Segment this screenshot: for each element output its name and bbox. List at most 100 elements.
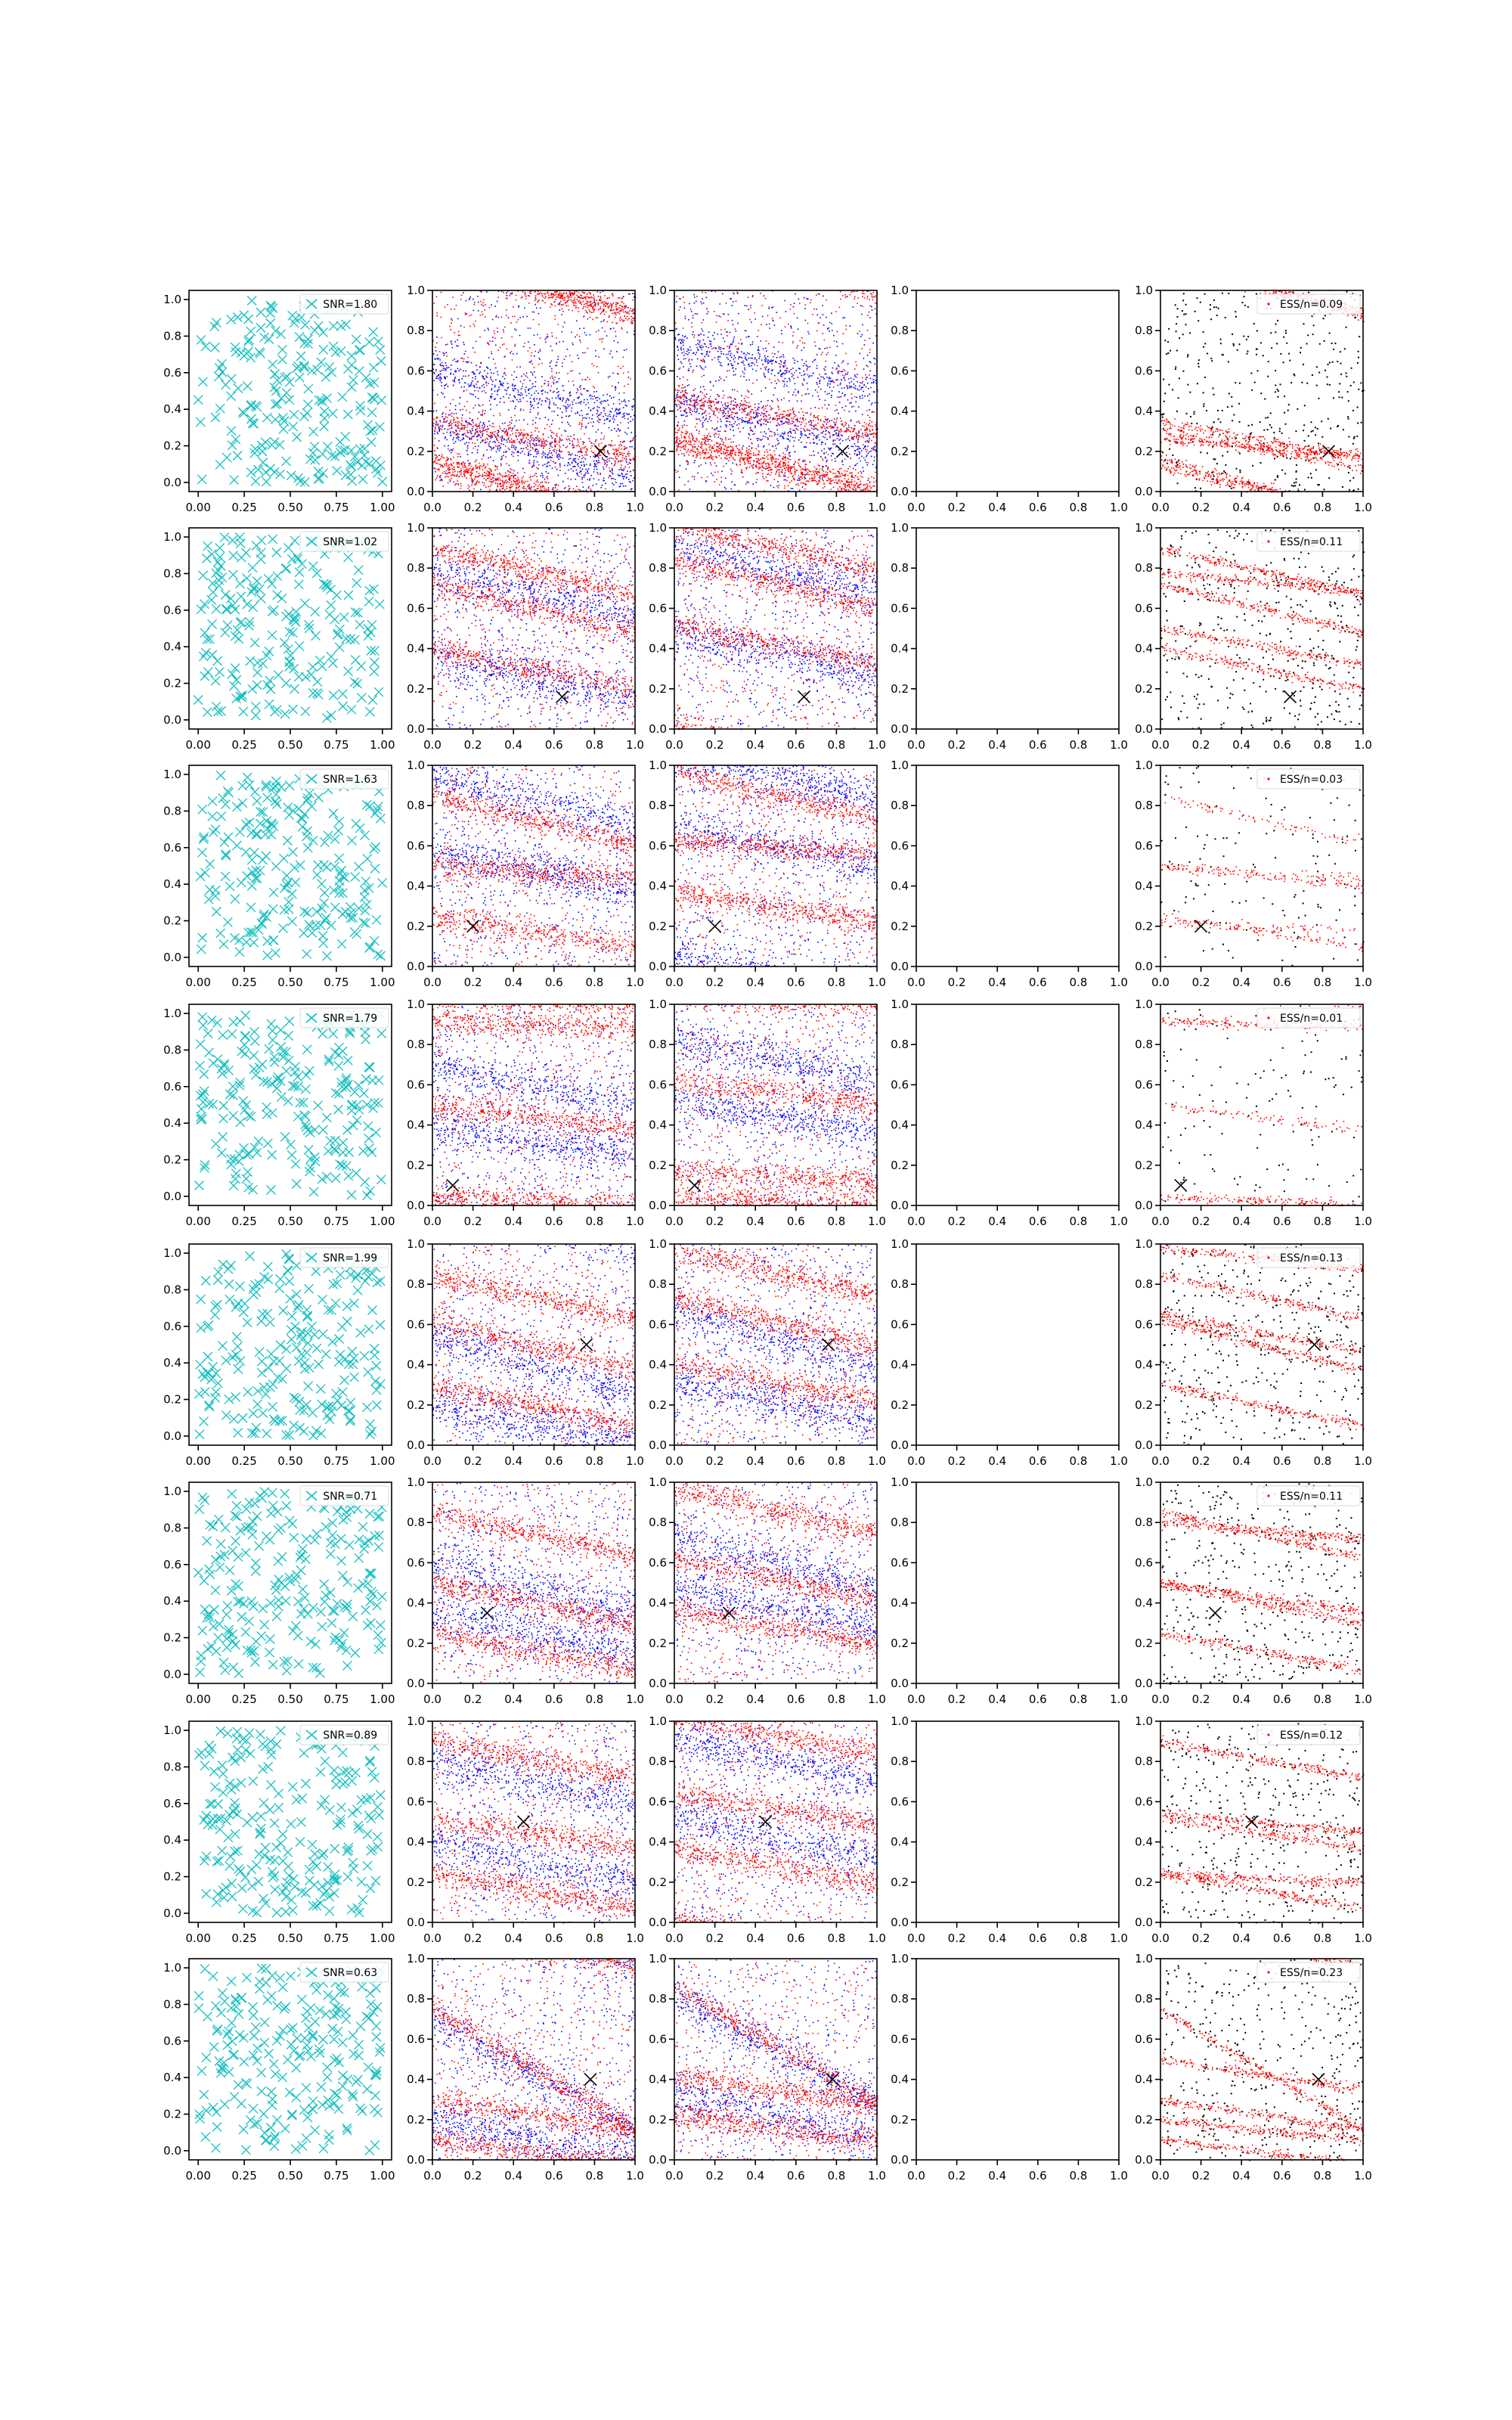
x-tick-label: 0.2 xyxy=(706,1692,724,1706)
x-tick-label: 0.8 xyxy=(1069,1692,1087,1706)
y-tick-label: 0.0 xyxy=(649,485,667,498)
panel-r3-c3-ticks: 0.0 0.2 0.4 0.6 0.8 1.0 0.0 0.2 0.4 0.6 0.8 1.0 xyxy=(649,759,886,989)
x-tick-label: 0.2 xyxy=(706,738,724,752)
panel-r7-c3-ticks: 0.0 0.2 0.4 0.6 0.8 1.0 0.0 0.2 0.4 0.6 0.8 1.0 xyxy=(649,1714,886,1945)
panel-r4-c3: 0.0 0.2 0.4 0.6 0.8 1.0 0.0 0.2 0.4 0.6 0.8 1.0 xyxy=(649,997,886,1228)
y-tick-label: 0.8 xyxy=(163,1043,181,1056)
y-tick-label: 0.4 xyxy=(407,1596,425,1610)
panel-r6-c1-legend-label: SNR=0.71 xyxy=(323,1491,377,1503)
y-tick-label: 0.2 xyxy=(1135,445,1153,458)
x-tick-label: 0.4 xyxy=(504,2169,522,2183)
x-tick-label: 0.50 xyxy=(277,1931,302,1945)
x-tick-label: 0.0 xyxy=(423,738,442,752)
panel-r4-c3-bg xyxy=(674,1004,877,1205)
y-tick-label: 0.8 xyxy=(649,1038,667,1051)
panel-r4-c1: 0.00 0.25 0.50 0.75 1.00 0.0 0.2 0.4 0.6 0.8 1.0 SN… xyxy=(163,1004,395,1228)
panel-r6-c3-frame xyxy=(674,1481,878,1684)
y-tick-label: 0.8 xyxy=(891,1516,909,1529)
y-tick-label: 0.6 xyxy=(649,364,667,377)
panel-r8-c3: 0.0 0.2 0.4 0.6 0.8 1.0 0.0 0.2 0.4 0.6 0.8 1.0 xyxy=(649,1952,886,2183)
x-tick-label: 0.8 xyxy=(1069,1931,1087,1945)
x-tick-label: 0.75 xyxy=(324,2169,349,2183)
panel-r7-c3-frame xyxy=(674,1720,878,1923)
y-tick-label: 0.4 xyxy=(891,2073,909,2086)
x-tick-label: 0.4 xyxy=(988,1215,1006,1228)
x-tick-label: 0.4 xyxy=(504,1692,522,1706)
panel-r3-c1: 0.00 0.25 0.50 0.75 1.00 0.0 0.2 0.4 0.6 0.8 1.0 SN… xyxy=(163,765,395,989)
red-background-points xyxy=(674,1004,878,1206)
panel-r2-c3-ticks: 0.0 0.2 0.4 0.6 0.8 1.0 0.0 0.2 0.4 0.6 0.8 1.0 xyxy=(649,521,886,752)
x-tick-label: 0.0 xyxy=(423,1454,442,1468)
x-tick-label: 0.0 xyxy=(1151,1692,1170,1706)
legend-dot-marker-icon xyxy=(1267,1016,1270,1019)
x-tick-label: 0.8 xyxy=(827,1692,845,1706)
x-tick-label: 0.4 xyxy=(504,976,522,989)
y-tick-label: 0.8 xyxy=(891,799,909,812)
y-tick-label: 0.0 xyxy=(163,1190,181,1203)
panel-r6-c5-legend: ESS/n=0.11 xyxy=(1256,1485,1361,1506)
y-tick-label: 0.4 xyxy=(891,880,909,893)
panel-r7-c1-legend: SNR=0.89 xyxy=(299,1724,389,1745)
x-tick-label: 0.2 xyxy=(948,501,966,514)
panel-r3-c5-ticks: 0.0 0.2 0.4 0.6 0.8 1.0 0.0 0.2 0.4 0.6 0.8 1.0 xyxy=(1135,759,1372,989)
panel-r2-c1-legend-label: SNR=1.02 xyxy=(323,536,377,548)
x-tick-label: 0.4 xyxy=(988,1454,1006,1468)
y-tick-label: 0.2 xyxy=(1135,920,1153,933)
blue-streak-points xyxy=(432,1744,637,1900)
y-tick-label: 0.6 xyxy=(163,1320,181,1333)
target-x-marker xyxy=(1174,1178,1188,1192)
x-tick-label: 0.8 xyxy=(1313,2169,1331,2183)
panel-r7-c4: 0.0 0.2 0.4 0.6 0.8 1.0 0.0 0.2 0.4 0.6 0.8 1.0 xyxy=(891,1714,1128,1945)
x-tick-label: 0.4 xyxy=(1232,738,1250,752)
y-tick-label: 0.0 xyxy=(891,960,909,973)
y-tick-label: 1.0 xyxy=(649,1475,667,1489)
x-tick-label: 0.2 xyxy=(706,2169,724,2183)
x-tick-label: 1.00 xyxy=(370,1692,395,1706)
x-tick-label: 0.8 xyxy=(1069,1454,1087,1468)
x-tick-label: 1.0 xyxy=(1110,1931,1128,1945)
panel-r8-c5: 0.0 0.2 0.4 0.6 0.8 1.0 0.0 0.2 0.4 0.6 0.8 1.0 ESS/… xyxy=(1135,1952,1372,2183)
x-tick-label: 0.75 xyxy=(324,1931,349,1945)
x-tick-label: 0.6 xyxy=(1273,1454,1291,1468)
panel-r3-c1-ticks: 0.00 0.25 0.50 0.75 1.00 0.0 0.2 0.4 0.6 0.8 1.0 xyxy=(163,768,395,989)
legend-box xyxy=(1256,768,1361,790)
y-tick-label: 0.4 xyxy=(1135,642,1153,656)
y-tick-label: 1.0 xyxy=(649,521,667,535)
panel-r7-c3: 0.0 0.2 0.4 0.6 0.8 1.0 0.0 0.2 0.4 0.6 0.8 1.0 xyxy=(649,1714,886,1945)
x-tick-label: 0.0 xyxy=(907,1692,925,1706)
legend-box xyxy=(1256,1485,1361,1506)
x-tick-label: 1.0 xyxy=(1110,1454,1128,1468)
legend-box xyxy=(299,293,389,315)
y-tick-label: 0.4 xyxy=(163,1116,181,1130)
x-tick-label: 0.50 xyxy=(277,1454,302,1468)
panel-r3-c2-bg xyxy=(432,765,635,966)
red-streak-points xyxy=(432,290,637,493)
red-background-points xyxy=(674,1482,878,1685)
y-tick-label: 0.4 xyxy=(649,1358,667,1372)
x-tick-label: 0.6 xyxy=(787,976,805,989)
x-tick-label: 1.0 xyxy=(1354,1692,1372,1706)
panel-r8-c2-frame xyxy=(432,1958,636,2161)
x-tick-label: 0.8 xyxy=(827,1215,845,1228)
x-tick-label: 0.4 xyxy=(746,1215,764,1228)
x-tick-label: 0.0 xyxy=(665,2169,683,2183)
y-tick-label: 0.2 xyxy=(407,445,425,458)
x-tick-label: 0.25 xyxy=(231,1692,256,1706)
panel-r6-c3-ticks: 0.0 0.2 0.4 0.6 0.8 1.0 0.0 0.2 0.4 0.6 0.8 1.0 xyxy=(649,1475,886,1706)
panel-r4-c5-legend-label: ESS/n=0.01 xyxy=(1280,1013,1343,1025)
x-tick-label: 0.50 xyxy=(277,501,302,514)
y-tick-label: 0.2 xyxy=(407,682,425,696)
x-tick-label: 0.8 xyxy=(585,1454,603,1468)
x-tick-label: 1.00 xyxy=(370,1215,395,1228)
target-x-marker xyxy=(1283,690,1297,704)
y-tick-label: 0.2 xyxy=(891,920,909,933)
y-tick-label: 0.6 xyxy=(1135,1317,1153,1331)
panel-r5-c1-frame xyxy=(188,1243,392,1446)
x-tick-label: 0.6 xyxy=(787,2169,805,2183)
red-streak-points xyxy=(432,1727,637,1919)
y-tick-label: 0.2 xyxy=(407,1876,425,1889)
y-tick-label: 0.8 xyxy=(891,1992,909,2006)
y-tick-label: 0.4 xyxy=(407,1835,425,1849)
panel-r2-c1-ticks: 0.00 0.25 0.50 0.75 1.00 0.0 0.2 0.4 0.6 0.8 1.0 xyxy=(163,530,395,752)
y-tick-label: 1.0 xyxy=(649,759,667,772)
